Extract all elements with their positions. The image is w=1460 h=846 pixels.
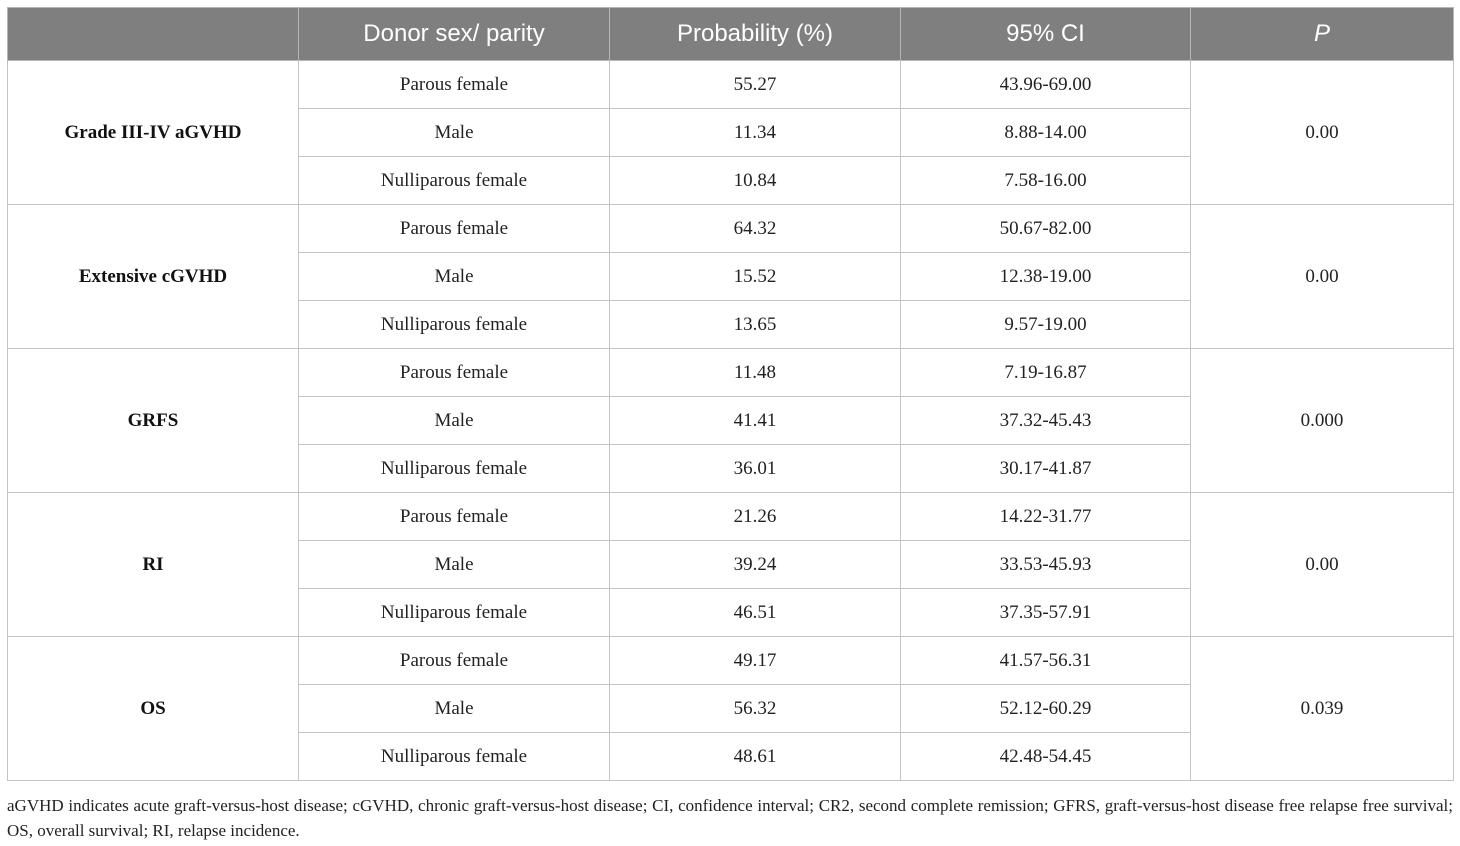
table-row: Nulliparous female 36.01 30.17-41.87 [8, 444, 1454, 493]
probability-cell: 10.84 [609, 156, 901, 205]
ci-cell: 7.19-16.87 [900, 348, 1191, 397]
results-table: Donor sex/ parity Probability (%) 95% CI… [7, 7, 1454, 781]
ci-cell: 43.96-69.00 [900, 60, 1191, 109]
probability-cell: 64.32 [609, 204, 901, 253]
outcome-label: GRFS [7, 348, 299, 493]
table-row: Male 15.52 12.38-19.00 [8, 252, 1454, 301]
ci-cell: 52.12-60.29 [900, 684, 1191, 733]
probability-cell: 46.51 [609, 588, 901, 637]
probability-cell: 11.48 [609, 348, 901, 397]
p-value-cell: 0.039 [1190, 636, 1454, 781]
donor-cell: Nulliparous female [298, 300, 610, 349]
donor-cell: Parous female [298, 60, 610, 109]
table-row: OS Parous female 49.17 41.57-56.31 0.039 [7, 636, 1454, 781]
donor-cell: Nulliparous female [298, 732, 610, 781]
header-95-ci: 95% CI [900, 7, 1191, 61]
donor-cell: Parous female [298, 348, 610, 397]
header-row: Donor sex/ parity Probability (%) 95% CI… [7, 7, 1454, 61]
probability-cell: 41.41 [609, 396, 901, 445]
table-row: GRFS Parous female 11.48 7.19-16.87 0.00… [7, 348, 1454, 493]
outcome-label: Extensive cGVHD [7, 204, 299, 349]
probability-cell: 55.27 [609, 60, 901, 109]
p-value-cell: 0.000 [1190, 348, 1454, 493]
ci-cell: 50.67-82.00 [900, 204, 1191, 253]
donor-cell: Nulliparous female [298, 156, 610, 205]
table-row: Extensive cGVHD Parous female 64.32 50.6… [7, 204, 1454, 349]
p-value-cell: 0.00 [1190, 492, 1454, 637]
table-row: Nulliparous female 46.51 37.35-57.91 [8, 588, 1454, 637]
header-donor-sex-parity: Donor sex/ parity [298, 7, 610, 61]
donor-cell: Nulliparous female [298, 444, 610, 493]
ci-cell: 33.53-45.93 [900, 540, 1191, 589]
donor-cell: Male [298, 684, 610, 733]
donor-cell: Male [298, 252, 610, 301]
table-row: Nulliparous female 10.84 7.58-16.00 [8, 156, 1454, 205]
outcome-label: Grade III-IV aGVHD [7, 60, 299, 205]
ci-cell: 7.58-16.00 [900, 156, 1191, 205]
table-row: Male 56.32 52.12-60.29 [8, 684, 1454, 733]
header-outcome [7, 7, 299, 61]
ci-cell: 37.35-57.91 [900, 588, 1191, 637]
probability-cell: 36.01 [609, 444, 901, 493]
probability-cell: 48.61 [609, 732, 901, 781]
outcome-label: OS [7, 636, 299, 781]
donor-cell: Parous female [298, 204, 610, 253]
table-row: Male 41.41 37.32-45.43 [8, 396, 1454, 445]
ci-cell: 37.32-45.43 [900, 396, 1191, 445]
table-row: Nulliparous female 48.61 42.48-54.45 [8, 732, 1454, 781]
ci-cell: 9.57-19.00 [900, 300, 1191, 349]
donor-cell: Male [298, 540, 610, 589]
ci-cell: 41.57-56.31 [900, 636, 1191, 685]
table-row: RI Parous female 21.26 14.22-31.77 0.00 [7, 492, 1454, 637]
donor-cell: Parous female [298, 636, 610, 685]
table-row: Male 11.34 8.88-14.00 [8, 108, 1454, 157]
donor-cell: Parous female [298, 492, 610, 541]
table-row: Nulliparous female 13.65 9.57-19.00 [8, 300, 1454, 349]
outcome-label: RI [7, 492, 299, 637]
probability-cell: 21.26 [609, 492, 901, 541]
probability-cell: 39.24 [609, 540, 901, 589]
probability-cell: 13.65 [609, 300, 901, 349]
probability-cell: 49.17 [609, 636, 901, 685]
table-row: Male 39.24 33.53-45.93 [8, 540, 1454, 589]
probability-cell: 11.34 [609, 108, 901, 157]
header-probability: Probability (%) [609, 7, 901, 61]
results-table-container: Donor sex/ parity Probability (%) 95% CI… [7, 7, 1454, 781]
probability-cell: 15.52 [609, 252, 901, 301]
ci-cell: 30.17-41.87 [900, 444, 1191, 493]
p-value-cell: 0.00 [1190, 60, 1454, 205]
ci-cell: 8.88-14.00 [900, 108, 1191, 157]
ci-cell: 14.22-31.77 [900, 492, 1191, 541]
p-value-cell: 0.00 [1190, 204, 1454, 349]
table-footnote: aGVHD indicates acute graft-versus-host … [7, 796, 1453, 840]
table-row: Grade III-IV aGVHD Parous female 55.27 4… [7, 60, 1454, 205]
donor-cell: Nulliparous female [298, 588, 610, 637]
donor-cell: Male [298, 396, 610, 445]
probability-cell: 56.32 [609, 684, 901, 733]
header-p-value: P [1190, 7, 1454, 61]
ci-cell: 42.48-54.45 [900, 732, 1191, 781]
ci-cell: 12.38-19.00 [900, 252, 1191, 301]
donor-cell: Male [298, 108, 610, 157]
